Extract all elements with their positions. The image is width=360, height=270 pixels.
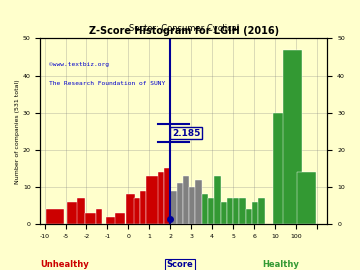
- Bar: [221, 202, 227, 224]
- Text: Healthy: Healthy: [262, 260, 299, 269]
- Bar: [297, 172, 316, 224]
- Bar: [176, 183, 183, 224]
- Bar: [233, 198, 239, 224]
- Bar: [106, 217, 117, 224]
- Bar: [134, 198, 140, 224]
- Bar: [283, 50, 302, 224]
- Title: Z-Score Histogram for LGIH (2016): Z-Score Histogram for LGIH (2016): [89, 26, 279, 36]
- Bar: [146, 176, 159, 224]
- Bar: [96, 209, 102, 224]
- Text: Sector: Consumer Cyclical: Sector: Consumer Cyclical: [129, 24, 239, 33]
- Bar: [208, 198, 214, 224]
- Bar: [258, 198, 265, 224]
- Bar: [252, 202, 258, 224]
- Text: Unhealthy: Unhealthy: [40, 260, 89, 269]
- Bar: [170, 191, 176, 224]
- Bar: [85, 213, 96, 224]
- Y-axis label: Number of companies (531 total): Number of companies (531 total): [15, 79, 20, 184]
- Bar: [227, 198, 233, 224]
- Bar: [67, 202, 85, 224]
- Text: The Research Foundation of SUNY: The Research Foundation of SUNY: [49, 81, 165, 86]
- Bar: [195, 180, 202, 224]
- Bar: [158, 172, 164, 224]
- Bar: [239, 198, 246, 224]
- Bar: [140, 191, 146, 224]
- Bar: [77, 198, 85, 224]
- Bar: [164, 168, 170, 224]
- Text: Score: Score: [167, 260, 193, 269]
- Bar: [183, 176, 189, 224]
- Bar: [273, 113, 292, 224]
- Bar: [214, 176, 221, 224]
- Bar: [246, 209, 252, 224]
- Bar: [115, 213, 125, 224]
- Bar: [189, 187, 195, 224]
- Text: ©www.textbiz.org: ©www.textbiz.org: [49, 62, 109, 67]
- Bar: [126, 194, 135, 224]
- Bar: [202, 194, 208, 224]
- Text: 2.185: 2.185: [172, 129, 200, 138]
- Bar: [46, 209, 64, 224]
